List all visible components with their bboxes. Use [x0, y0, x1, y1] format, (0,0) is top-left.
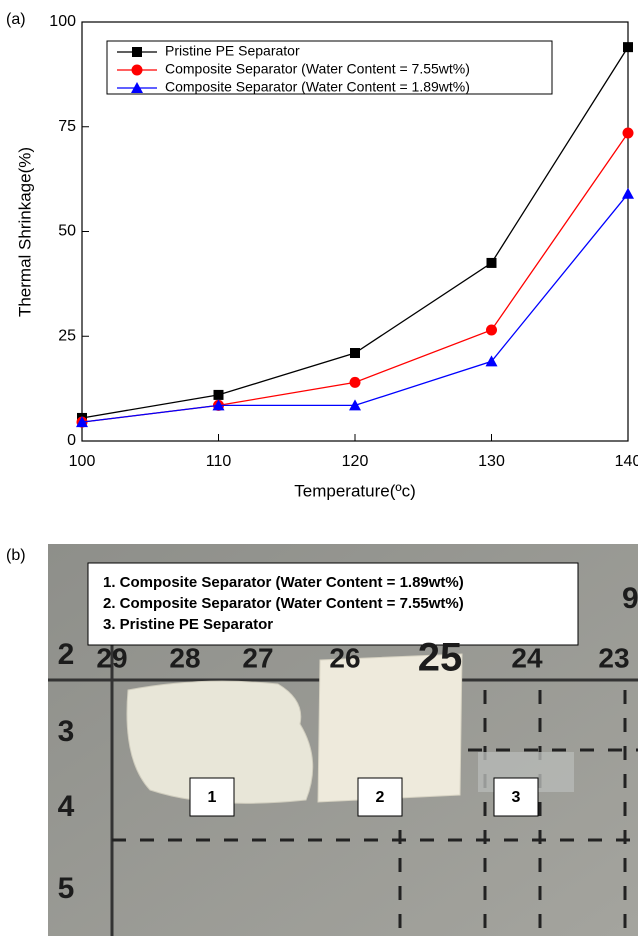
marker — [485, 355, 498, 367]
ruler-number: 3 — [58, 715, 75, 748]
sample-label: 3 — [512, 789, 521, 806]
photo-legend-line: 1. Composite Separator (Water Content = … — [103, 574, 464, 591]
ruler-number: 9 — [622, 582, 638, 615]
x-axis-label: Temperature(ºc) — [294, 481, 415, 500]
legend-label: Composite Separator (Water Content = 1.8… — [165, 79, 470, 95]
sample-label-box — [493, 777, 539, 817]
legend-box — [106, 40, 553, 95]
photo-panel: (b) 1. Composite Separator (Water Conten… — [6, 544, 638, 936]
ruler-number: 23 — [598, 642, 629, 673]
sample-2 — [317, 653, 463, 803]
marker — [486, 257, 497, 268]
sample-1 — [126, 680, 314, 804]
marker — [622, 127, 634, 139]
photo-legend-line: 3. Pristine PE Separator — [103, 616, 273, 633]
y-tick-label: 25 — [58, 327, 76, 344]
chart-panel: (a) Temperature(ºc) Thermal Shrinkage(%)… — [6, 11, 638, 500]
ruler-number: 28 — [169, 642, 200, 673]
marker — [350, 348, 360, 359]
x-tick-label: 140 — [615, 453, 638, 470]
y-axis-label: Thermal Shrinkage(%) — [15, 147, 34, 317]
y-tick-label: 100 — [49, 13, 76, 30]
marker — [486, 324, 497, 336]
series-line — [81, 46, 629, 419]
y-tick-label: 75 — [58, 118, 76, 135]
ruler-number: 4 — [58, 790, 75, 823]
ruler-number: 24 — [511, 642, 543, 673]
sample-label: 2 — [376, 789, 385, 806]
marker — [212, 399, 225, 411]
x-tick-label: 130 — [478, 453, 505, 470]
ruler-number: 2 — [58, 638, 75, 671]
ruler-number: 25 — [418, 636, 463, 680]
marker — [622, 187, 634, 199]
marker — [76, 416, 88, 428]
marker — [349, 376, 361, 388]
y-tick-label: 50 — [58, 223, 76, 240]
legend-label: Composite Separator (Water Content = 7.5… — [165, 61, 470, 77]
sample-label: 1 — [208, 789, 217, 806]
panel-label: (a) — [6, 11, 26, 28]
photo-legend-box — [87, 562, 579, 646]
marker — [623, 42, 633, 53]
x-tick-label: 100 — [69, 453, 96, 470]
sample-label-box — [357, 777, 403, 817]
ruler-number: 27 — [242, 642, 273, 673]
series-line — [81, 193, 629, 423]
ruler-number: 26 — [329, 642, 360, 673]
x-tick-label: 120 — [342, 453, 369, 470]
marker — [213, 389, 224, 400]
ruler-number: 5 — [58, 872, 75, 905]
marker — [132, 47, 142, 57]
marker — [349, 399, 361, 411]
marker — [131, 64, 143, 76]
y-tick-label: 0 — [67, 432, 76, 449]
marker — [131, 82, 143, 93]
sample-label-box — [189, 777, 235, 817]
photo-legend-line: 2. Composite Separator (Water Content = … — [103, 595, 464, 612]
panel-label: (b) — [6, 547, 26, 564]
ruler-number: 29 — [96, 642, 127, 673]
legend-label: Pristine PE Separator — [165, 43, 300, 59]
x-tick-label: 110 — [206, 453, 232, 470]
